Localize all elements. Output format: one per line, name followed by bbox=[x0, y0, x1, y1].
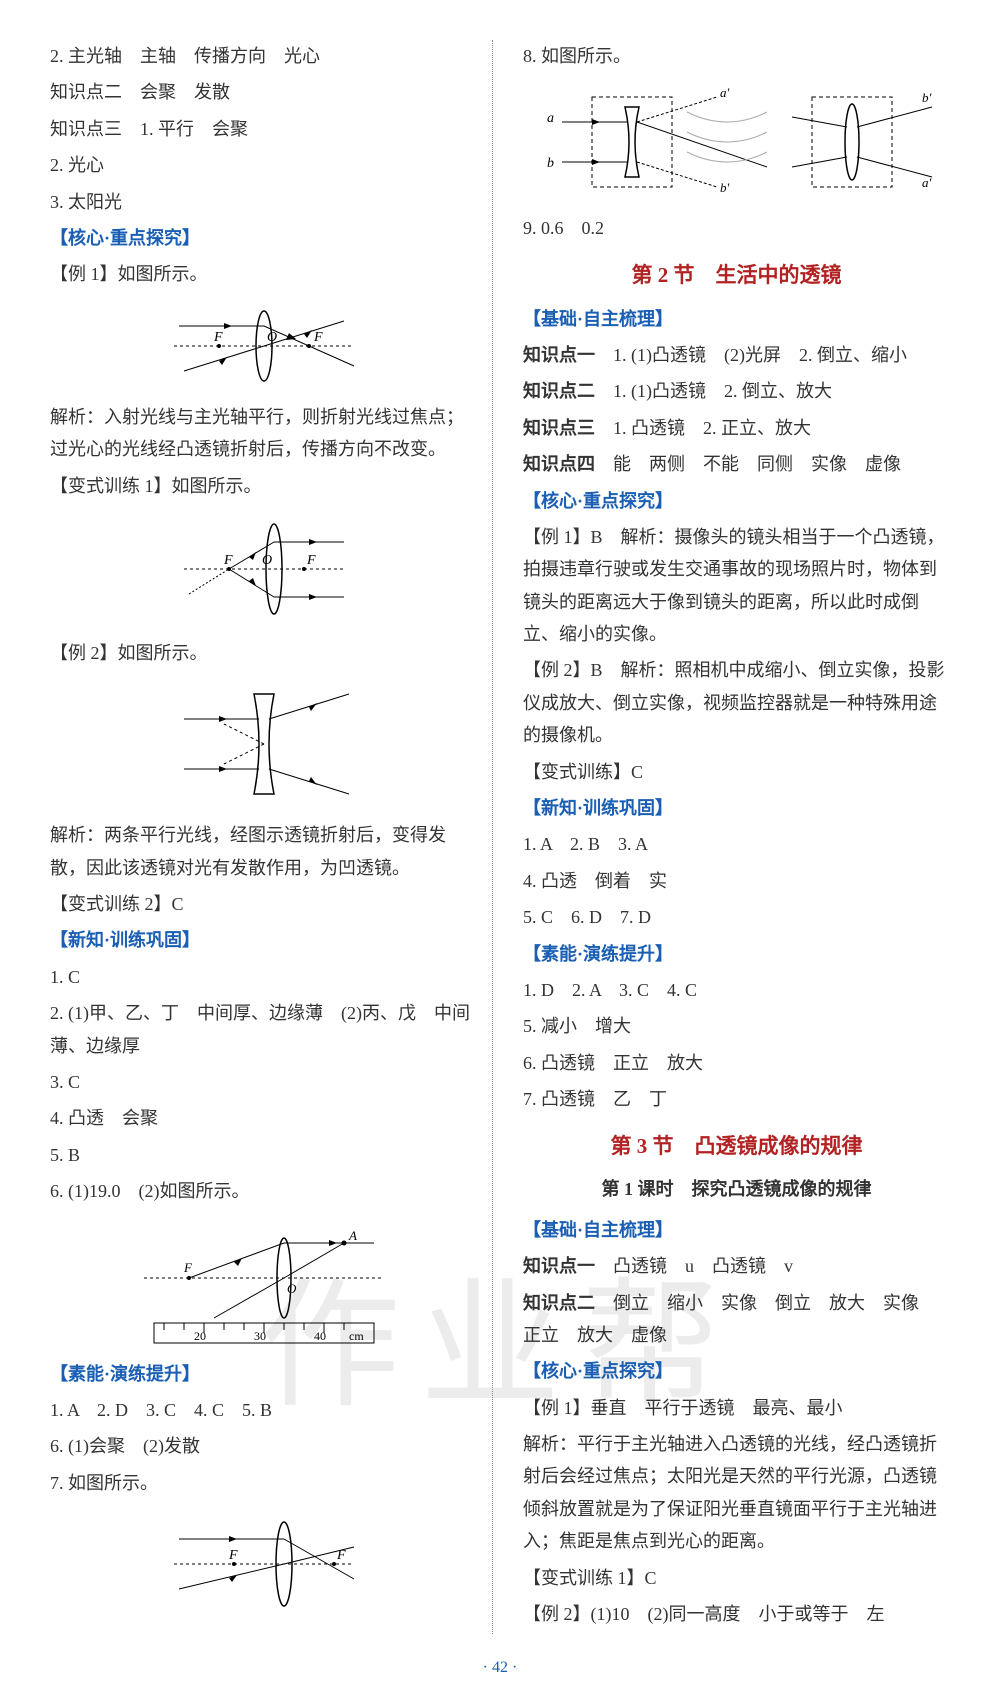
text-line: 3. C bbox=[50, 1066, 477, 1098]
diagram-lens-5: F F bbox=[164, 1509, 364, 1619]
text-line: 知识点一 凸透镜 u 凸透镜 v bbox=[523, 1250, 950, 1282]
svg-text:F: F bbox=[223, 553, 233, 568]
text-line: 4. 凸透 倒着 实 bbox=[523, 865, 950, 897]
example-text: 【例 2】B 解析：照相机中成缩小、倒立实像，投影仪成放大、倒立实像，视频监控器… bbox=[523, 654, 950, 751]
text-line: 知识点三 1. 平行 会聚 bbox=[50, 113, 477, 145]
text-line: 知识点一 1. (1)凸透镜 (2)光屏 2. 倒立、缩小 bbox=[523, 339, 950, 371]
heading-new: 【新知·训练巩固】 bbox=[523, 792, 950, 824]
svg-text:a': a' bbox=[922, 175, 932, 190]
analysis-text: 解析：两条平行光线，经图示透镜折射后，变得发散，因此该透镜对光有发散作用，为凹透… bbox=[50, 819, 477, 884]
svg-text:cm: cm bbox=[349, 1329, 364, 1343]
svg-text:a: a bbox=[547, 111, 554, 126]
svg-text:30: 30 bbox=[254, 1329, 266, 1343]
example-label: 【例 2】如图所示。 bbox=[50, 637, 477, 669]
text-line: 6. (1)会聚 (2)发散 bbox=[50, 1430, 477, 1462]
text-line: 2. 主光轴 主轴 传播方向 光心 bbox=[50, 40, 477, 72]
text-line: 6. 凸透镜 正立 放大 bbox=[523, 1047, 950, 1079]
svg-text:b': b' bbox=[720, 180, 730, 195]
svg-text:O: O bbox=[262, 553, 272, 568]
text-line: 知识点二 会聚 发散 bbox=[50, 76, 477, 108]
text-line: 知识点三 1. 凸透镜 2. 正立、放大 bbox=[523, 412, 950, 444]
text-line: 5. 减小 增大 bbox=[523, 1010, 950, 1042]
text-line: 1. A 2. D 3. C 4. C 5. B bbox=[50, 1394, 477, 1426]
svg-text:20: 20 bbox=[194, 1329, 206, 1343]
text-line: 4. 凸透 会聚 bbox=[50, 1102, 477, 1134]
variant-label: 【变式训练 2】C bbox=[50, 888, 477, 920]
text-line: 1. D 2. A 3. C 4. C bbox=[523, 974, 950, 1006]
svg-text:b: b bbox=[547, 156, 554, 171]
svg-text:b': b' bbox=[922, 90, 932, 105]
analysis-text: 解析：平行于主光轴进入凸透镜的光线，经凸透镜折射后会经过焦点；太阳光是天然的平行… bbox=[523, 1428, 950, 1558]
section-3-title: 第 3 节 凸透镜成像的规律 bbox=[523, 1128, 950, 1166]
section-2-title: 第 2 节 生活中的透镜 bbox=[523, 257, 950, 295]
heading-core: 【核心·重点探究】 bbox=[523, 485, 950, 517]
text-line: 3. 太阳光 bbox=[50, 186, 477, 218]
example-text: 【例 1】垂直 平行于透镜 最亮、最小 bbox=[523, 1392, 950, 1424]
svg-text:F: F bbox=[213, 330, 223, 345]
analysis-text: 解析：入射光线与主光轴平行，则折射光线过焦点；过光心的光线经凸透镜折射后，传播方… bbox=[50, 401, 477, 466]
right-column: 8. 如图所示。 a a' b b' b bbox=[513, 40, 950, 1634]
example-text: 【例 2】(1)10 (2)同一高度 小于或等于 左 bbox=[523, 1598, 950, 1630]
example-label: 【例 1】如图所示。 bbox=[50, 258, 477, 290]
svg-text:F: F bbox=[313, 330, 323, 345]
diagram-two-lenses: a a' b b' b' a' bbox=[537, 82, 937, 202]
svg-text:F: F bbox=[183, 1260, 193, 1275]
text-line: 9. 0.6 0.2 bbox=[523, 212, 950, 244]
diagram-lens-1: F F O bbox=[164, 301, 364, 391]
left-column: 2. 主光轴 主轴 传播方向 光心 知识点二 会聚 发散 知识点三 1. 平行 … bbox=[50, 40, 493, 1634]
heading-skill: 【素能·演练提升】 bbox=[50, 1358, 477, 1390]
text-line: 1. A 2. B 3. A bbox=[523, 828, 950, 860]
heading-base: 【基础·自主梳理】 bbox=[523, 1214, 950, 1246]
heading-core: 【核心·重点探究】 bbox=[523, 1355, 950, 1387]
variant-label: 【变式训练 1】C bbox=[523, 1562, 950, 1594]
variant-label: 【变式训练 1】如图所示。 bbox=[50, 470, 477, 502]
text-line: 7. 凸透镜 乙 丁 bbox=[523, 1083, 950, 1115]
text-line: 5. C 6. D 7. D bbox=[523, 901, 950, 933]
diagram-lens-3 bbox=[164, 679, 364, 809]
svg-text:A: A bbox=[348, 1228, 357, 1243]
heading-base: 【基础·自主梳理】 bbox=[523, 303, 950, 335]
text-line: 6. (1)19.0 (2)如图所示。 bbox=[50, 1175, 477, 1207]
text-line: 知识点二 1. (1)凸透镜 2. 倒立、放大 bbox=[523, 375, 950, 407]
heading-new: 【新知·训练巩固】 bbox=[50, 924, 477, 956]
svg-text:40: 40 bbox=[314, 1329, 326, 1343]
text-line: 知识点二 倒立 缩小 实像 倒立 放大 实像 正立 放大 虚像 bbox=[523, 1287, 950, 1352]
example-text: 【例 1】B 解析：摄像头的镜头相当于一个凸透镜，拍摄违章行驶或发生交通事故的现… bbox=[523, 521, 950, 651]
diagram-ruler-lens: F O A 20 30 40 cm bbox=[134, 1218, 394, 1348]
text-line: 8. 如图所示。 bbox=[523, 40, 950, 72]
svg-text:F: F bbox=[228, 1548, 238, 1563]
variant-label: 【变式训练】C bbox=[523, 756, 950, 788]
text-line: 知识点四 能 两侧 不能 同侧 实像 虚像 bbox=[523, 448, 950, 480]
svg-text:F: F bbox=[306, 553, 316, 568]
text-line: 2. 光心 bbox=[50, 149, 477, 181]
heading-core: 【核心·重点探究】 bbox=[50, 222, 477, 254]
svg-text:O: O bbox=[287, 1281, 297, 1296]
heading-skill: 【素能·演练提升】 bbox=[523, 938, 950, 970]
svg-text:a': a' bbox=[720, 85, 730, 100]
text-line: 2. (1)甲、乙、丁 中间厚、边缘薄 (2)丙、戊 中间薄、边缘厚 bbox=[50, 997, 477, 1062]
text-line: 1. C bbox=[50, 961, 477, 993]
section-3-subtitle: 第 1 课时 探究凸透镜成像的规律 bbox=[523, 1173, 950, 1205]
text-line: 7. 如图所示。 bbox=[50, 1467, 477, 1499]
page-number: · 42 · bbox=[50, 1654, 950, 1683]
text-line: 5. B bbox=[50, 1139, 477, 1171]
diagram-lens-2: F F O bbox=[174, 512, 354, 627]
